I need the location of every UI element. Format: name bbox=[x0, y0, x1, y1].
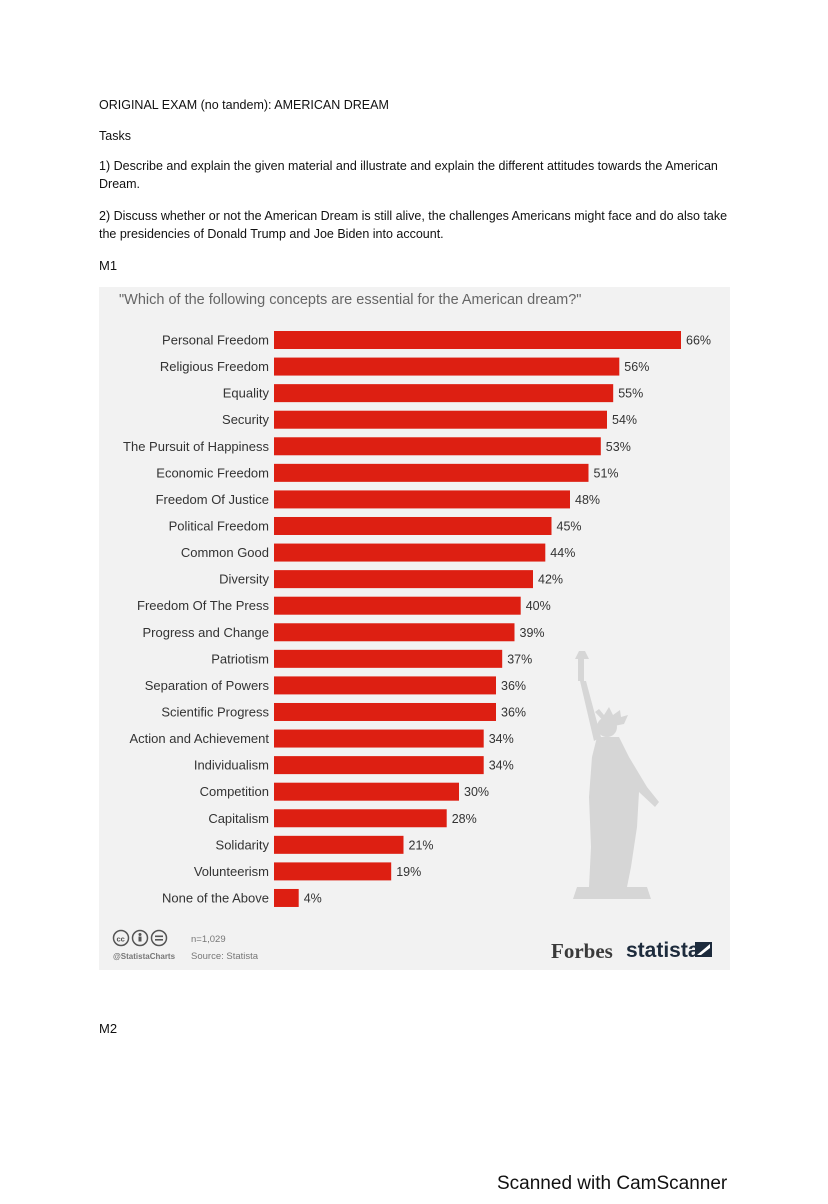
bar bbox=[274, 596, 521, 615]
category-label: Common Good bbox=[181, 545, 269, 560]
value-label: 40% bbox=[526, 599, 551, 613]
value-label: 55% bbox=[618, 387, 643, 401]
statista-logo: statista bbox=[626, 939, 700, 962]
value-label: 36% bbox=[501, 679, 526, 693]
category-label: Freedom Of Justice bbox=[156, 492, 269, 507]
category-label: Political Freedom bbox=[169, 518, 269, 533]
bar bbox=[274, 782, 459, 801]
category-label: Capitalism bbox=[208, 811, 269, 826]
bar bbox=[274, 463, 589, 482]
bar bbox=[274, 729, 484, 748]
chart-question: "Which of the following concepts are ess… bbox=[119, 292, 581, 308]
value-label: 37% bbox=[507, 652, 532, 666]
value-label: 4% bbox=[304, 891, 322, 905]
category-label: Patriotism bbox=[211, 651, 269, 666]
category-label: Security bbox=[222, 412, 269, 427]
chart-source: Source: Statista bbox=[191, 951, 259, 962]
bar bbox=[274, 437, 601, 456]
value-label: 44% bbox=[550, 546, 575, 560]
bar bbox=[274, 835, 404, 854]
category-label: The Pursuit of Happiness bbox=[123, 439, 269, 454]
bar bbox=[274, 357, 620, 376]
category-label: Scientific Progress bbox=[161, 704, 269, 719]
value-label: 48% bbox=[575, 493, 600, 507]
category-label: Action and Achievement bbox=[130, 731, 270, 746]
sample-size: n=1,029 bbox=[191, 934, 226, 945]
bar bbox=[274, 384, 614, 403]
bar bbox=[274, 623, 515, 642]
tasks-heading: Tasks bbox=[99, 129, 131, 143]
category-label: None of the Above bbox=[162, 890, 269, 905]
value-label: 66% bbox=[686, 334, 711, 348]
value-label: 56% bbox=[624, 360, 649, 374]
no-derivatives-icon bbox=[150, 929, 168, 947]
svg-text:cc: cc bbox=[117, 935, 125, 944]
bar bbox=[274, 862, 392, 881]
task-2: 2) Discuss whether or not the American D… bbox=[99, 209, 728, 241]
category-label: Religious Freedom bbox=[160, 359, 269, 374]
bar bbox=[274, 410, 607, 429]
value-label: 30% bbox=[464, 785, 489, 799]
value-label: 51% bbox=[594, 466, 619, 480]
bar bbox=[274, 543, 546, 562]
value-label: 34% bbox=[489, 732, 514, 746]
bar bbox=[274, 809, 447, 828]
category-label: Individualism bbox=[194, 758, 269, 773]
statista-handle: @StatistaCharts bbox=[113, 952, 176, 961]
category-label: Diversity bbox=[219, 572, 269, 587]
bar bbox=[274, 516, 552, 535]
bar bbox=[274, 649, 503, 668]
value-label: 42% bbox=[538, 573, 563, 587]
category-label: Competition bbox=[200, 784, 269, 799]
forbes-logo: Forbes bbox=[551, 939, 613, 963]
category-label: Equality bbox=[223, 386, 270, 401]
bar bbox=[274, 331, 681, 349]
material-label-m1: M1 bbox=[99, 258, 118, 273]
category-label: Volunteerism bbox=[194, 864, 269, 879]
value-label: 54% bbox=[612, 413, 637, 427]
value-label: 34% bbox=[489, 759, 514, 773]
bar bbox=[274, 888, 299, 907]
material-label-m2: M2 bbox=[99, 1021, 118, 1036]
cc-icon: cc bbox=[112, 929, 130, 947]
category-label: Solidarity bbox=[216, 837, 270, 852]
category-label: Separation of Powers bbox=[145, 678, 270, 693]
chart-svg: "Which of the following concepts are ess… bbox=[112, 292, 712, 963]
bar bbox=[274, 570, 533, 589]
task-1: 1) Describe and explain the given materi… bbox=[99, 159, 718, 191]
survey-bar-chart: "Which of the following concepts are ess… bbox=[99, 287, 730, 970]
camscanner-watermark: Scanned with CamScanner bbox=[497, 1173, 728, 1194]
exam-title: ORIGINAL EXAM (no tandem): AMERICAN DREA… bbox=[99, 98, 389, 112]
bar bbox=[274, 490, 570, 509]
bars-layer: Personal Freedom 66% Religious Freedom 56% E… bbox=[123, 331, 711, 907]
value-label: 28% bbox=[452, 812, 477, 826]
value-label: 19% bbox=[396, 865, 421, 879]
bar bbox=[274, 756, 484, 775]
category-label: Progress and Change bbox=[143, 625, 269, 640]
statista-logo-icon bbox=[695, 942, 712, 957]
value-label: 53% bbox=[606, 440, 631, 454]
value-label: 45% bbox=[557, 519, 582, 533]
value-label: 21% bbox=[409, 838, 434, 852]
category-label: Personal Freedom bbox=[162, 333, 269, 348]
category-label: Freedom Of The Press bbox=[137, 598, 269, 613]
value-label: 39% bbox=[520, 626, 545, 640]
bar bbox=[274, 676, 496, 695]
attribution-icon bbox=[131, 929, 149, 947]
value-label: 36% bbox=[501, 705, 526, 719]
statue-of-liberty-icon bbox=[573, 651, 659, 899]
bar bbox=[274, 702, 496, 721]
category-label: Economic Freedom bbox=[156, 465, 269, 480]
